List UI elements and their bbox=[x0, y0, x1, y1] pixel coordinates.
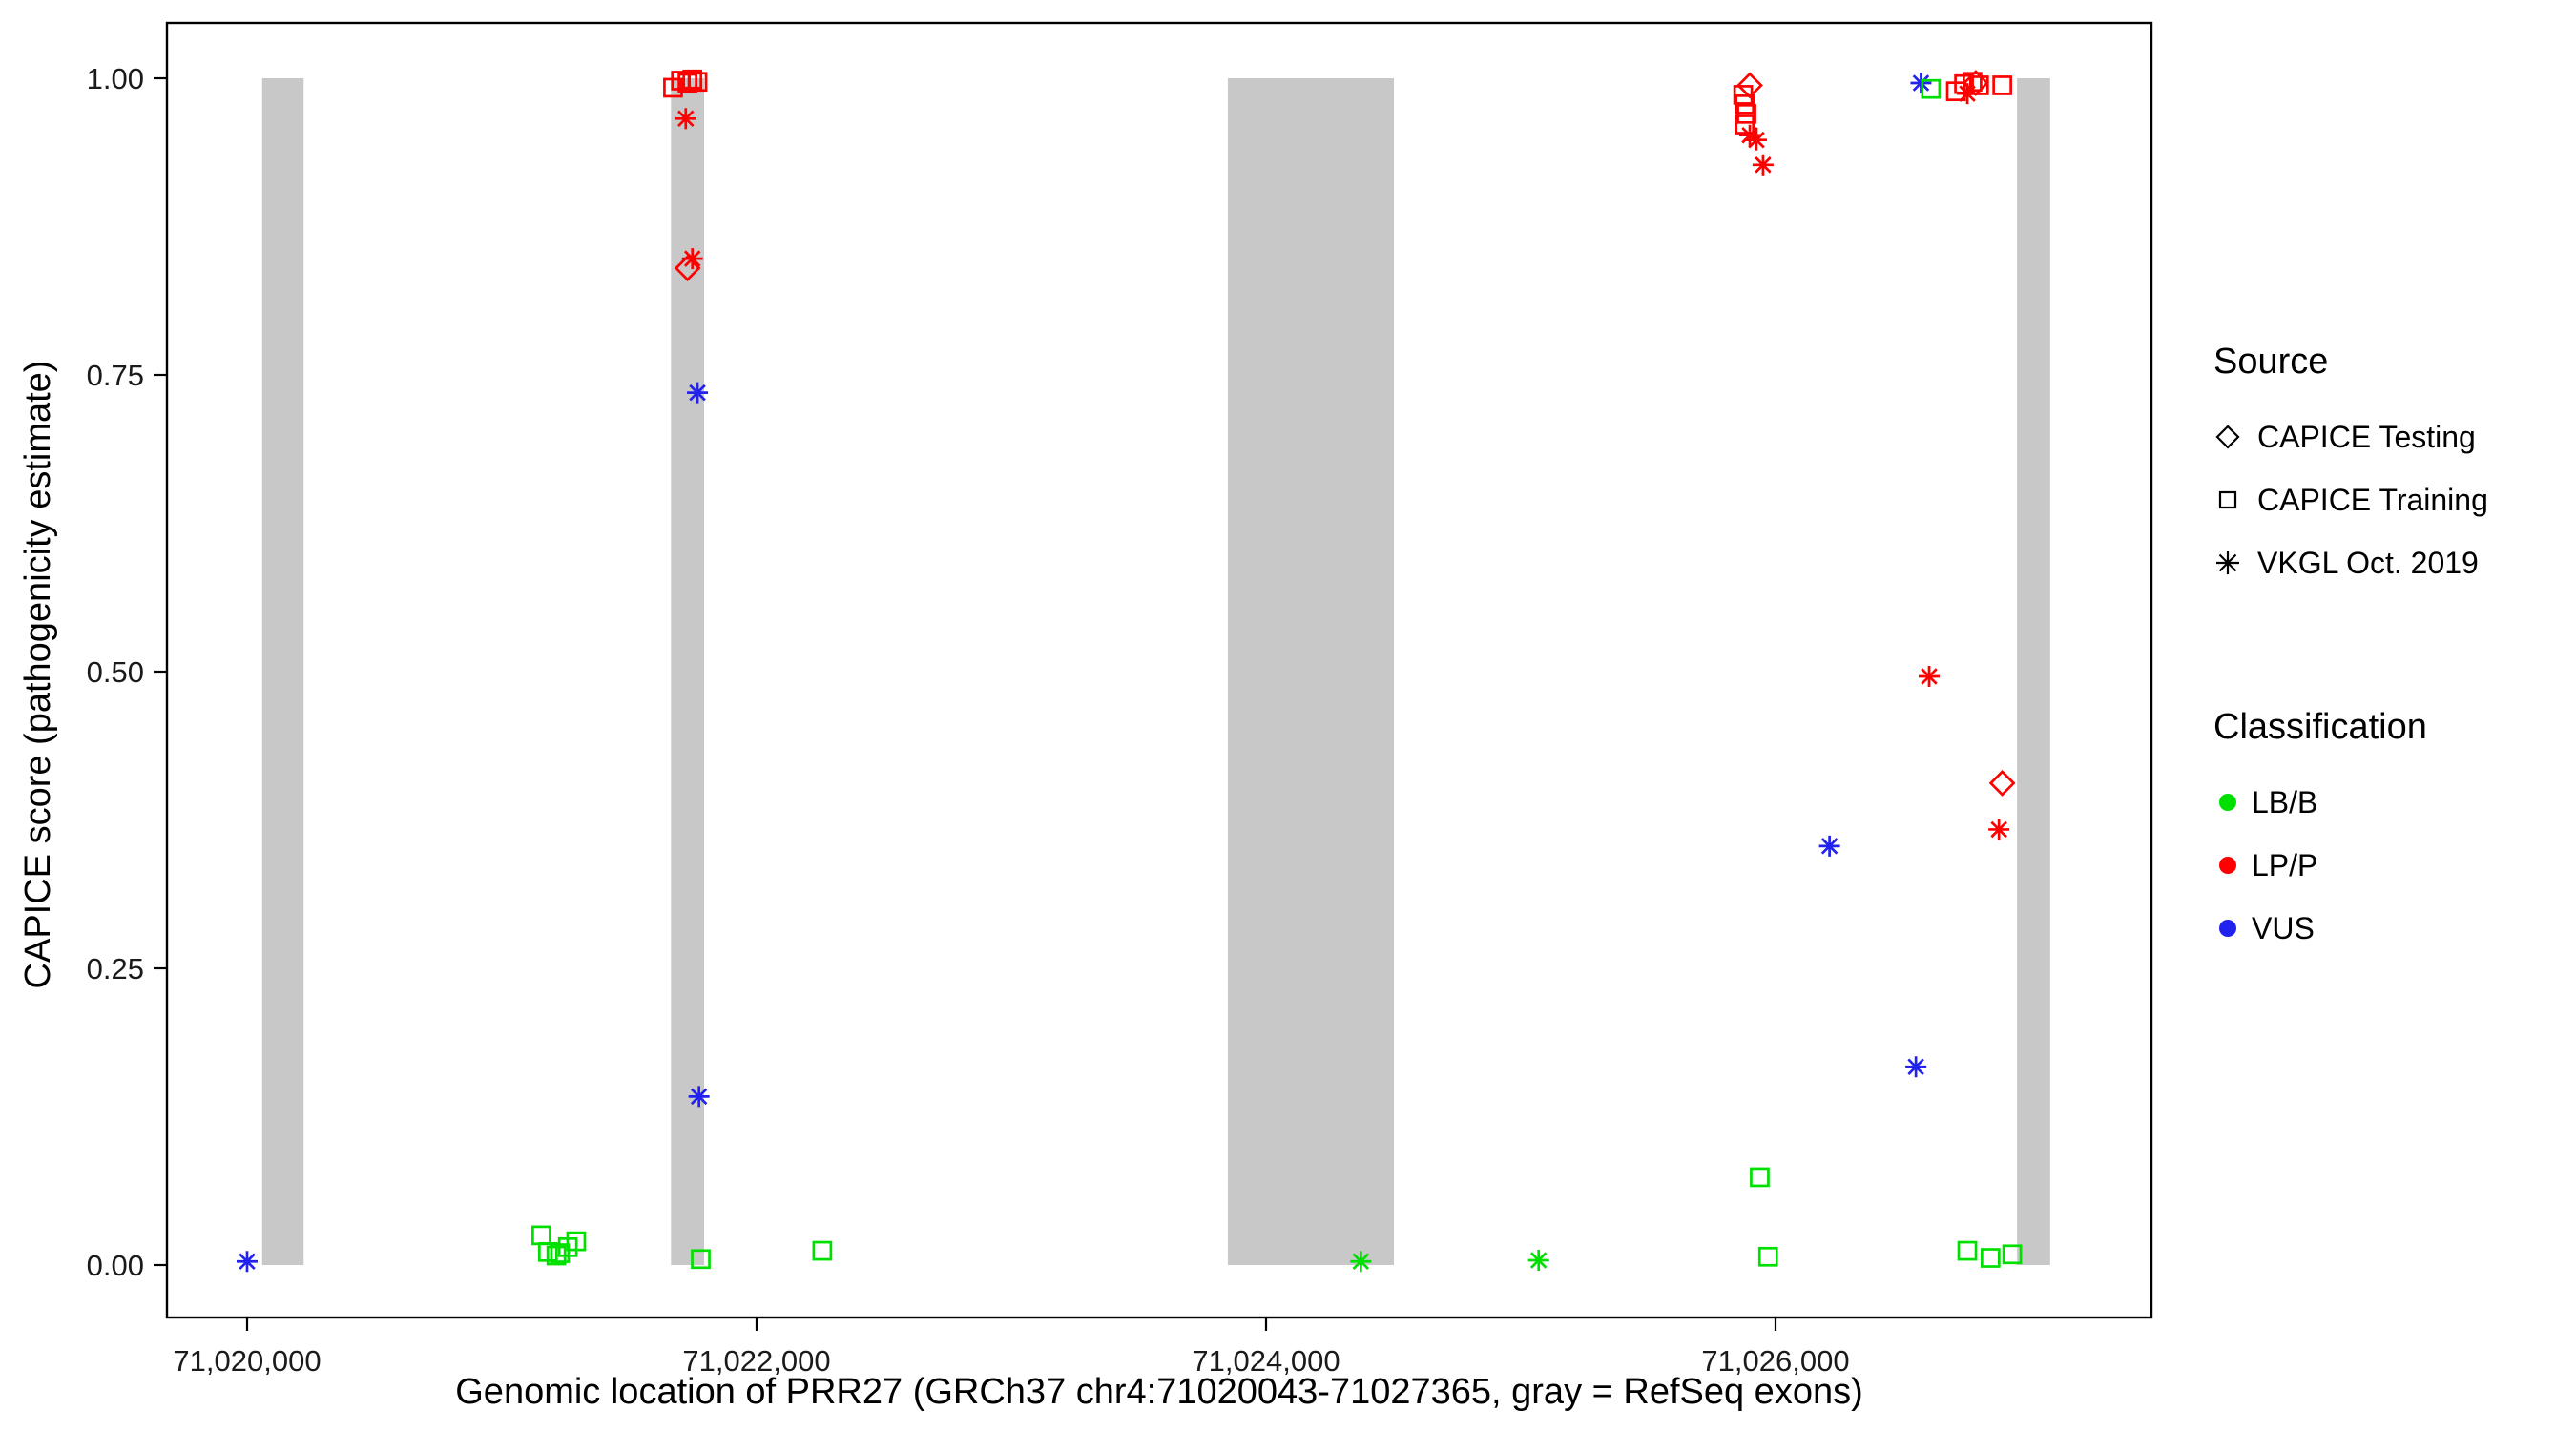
data-point bbox=[1907, 1058, 1924, 1076]
legend-item-label: CAPICE Training bbox=[2257, 482, 2488, 517]
legend-item-vkgl: VKGL Oct. 2019 bbox=[2213, 531, 2488, 594]
y-tick-label: 0.25 bbox=[87, 952, 144, 985]
data-point bbox=[1959, 85, 1976, 102]
blue-dot-icon bbox=[2219, 920, 2236, 937]
square-icon bbox=[2213, 486, 2257, 514]
data-point bbox=[677, 110, 695, 128]
legend-item-label: CAPICE Testing bbox=[2257, 419, 2476, 454]
exon-bar bbox=[2017, 78, 2050, 1265]
data-point bbox=[1757, 1246, 1778, 1267]
data-point bbox=[1968, 75, 1989, 95]
x-tick-label: 71,024,000 bbox=[1192, 1344, 1340, 1378]
legend-item-capice-testing: CAPICE Testing bbox=[2213, 405, 2488, 468]
panel-border bbox=[165, 21, 2153, 1319]
data-point bbox=[812, 1240, 833, 1261]
data-point bbox=[239, 1253, 256, 1271]
y-tick-label: 0.00 bbox=[87, 1249, 144, 1282]
asterisk-icon bbox=[2213, 549, 2257, 577]
data-point bbox=[1735, 114, 1755, 135]
legend-item-label: VKGL Oct. 2019 bbox=[2257, 545, 2479, 580]
data-point bbox=[1990, 820, 2007, 839]
data-point bbox=[1957, 1240, 1978, 1261]
data-point bbox=[1921, 668, 1938, 685]
data-point bbox=[566, 1231, 587, 1252]
legend-source-title: Source bbox=[2213, 342, 2329, 382]
data-point bbox=[2002, 1244, 2023, 1265]
data-point bbox=[677, 73, 697, 93]
data-point bbox=[683, 250, 701, 267]
data-point bbox=[689, 384, 706, 402]
green-dot-icon bbox=[2219, 794, 2236, 811]
data-point bbox=[687, 72, 708, 93]
x-tick-label: 71,022,000 bbox=[682, 1344, 830, 1378]
red-dot-icon bbox=[2219, 857, 2236, 874]
data-point bbox=[691, 1249, 711, 1270]
legend-item-label: LB/B bbox=[2252, 784, 2318, 819]
exon-bar bbox=[1227, 78, 1395, 1265]
legend-item-lpp: LP/P bbox=[2213, 834, 2488, 897]
x-tick-label: 71,026,000 bbox=[1701, 1344, 1849, 1378]
data-point bbox=[674, 255, 701, 281]
data-point bbox=[1352, 1253, 1370, 1271]
x-axis-label: Genomic location of PRR27 (GRCh37 chr4:7… bbox=[455, 1372, 1863, 1412]
x-tick-label: 71,020,000 bbox=[173, 1344, 321, 1378]
y-tick-label: 0.50 bbox=[87, 655, 144, 689]
data-point bbox=[1912, 74, 1930, 92]
data-point bbox=[1921, 78, 1942, 99]
legend-item-capice-training: CAPICE Training bbox=[2213, 468, 2488, 531]
y-tick-label: 0.75 bbox=[87, 359, 144, 392]
y-tick-label: 1.00 bbox=[87, 62, 144, 95]
data-point bbox=[531, 1225, 551, 1246]
data-point bbox=[1750, 1167, 1770, 1188]
exon-bar bbox=[261, 78, 304, 1265]
data-point bbox=[1988, 770, 2016, 797]
legend-item-label: LP/P bbox=[2252, 847, 2318, 882]
diamond-icon bbox=[2213, 423, 2257, 451]
legend-item-vus: VUS bbox=[2213, 897, 2488, 960]
data-point bbox=[1748, 131, 1765, 149]
legend: Source CAPICE Testing CAPICE Training bbox=[2213, 342, 2488, 960]
data-point bbox=[682, 69, 703, 90]
legend-item-lbb: LB/B bbox=[2213, 771, 2488, 834]
data-point bbox=[1755, 156, 1772, 174]
data-point bbox=[1992, 75, 2012, 95]
data-point bbox=[1529, 1252, 1548, 1269]
data-point bbox=[1736, 103, 1756, 124]
legend-classification-title: Classification bbox=[2213, 707, 2427, 747]
legend-item-label: VUS bbox=[2252, 910, 2315, 945]
data-point bbox=[1820, 838, 1839, 855]
y-axis-label: CAPICE score (pathogenicity estimate) bbox=[18, 360, 58, 989]
data-point bbox=[1962, 70, 1989, 96]
exon-bar bbox=[671, 78, 704, 1265]
data-point bbox=[1980, 1248, 2001, 1268]
data-point bbox=[690, 1088, 708, 1106]
data-point bbox=[1741, 126, 1758, 144]
